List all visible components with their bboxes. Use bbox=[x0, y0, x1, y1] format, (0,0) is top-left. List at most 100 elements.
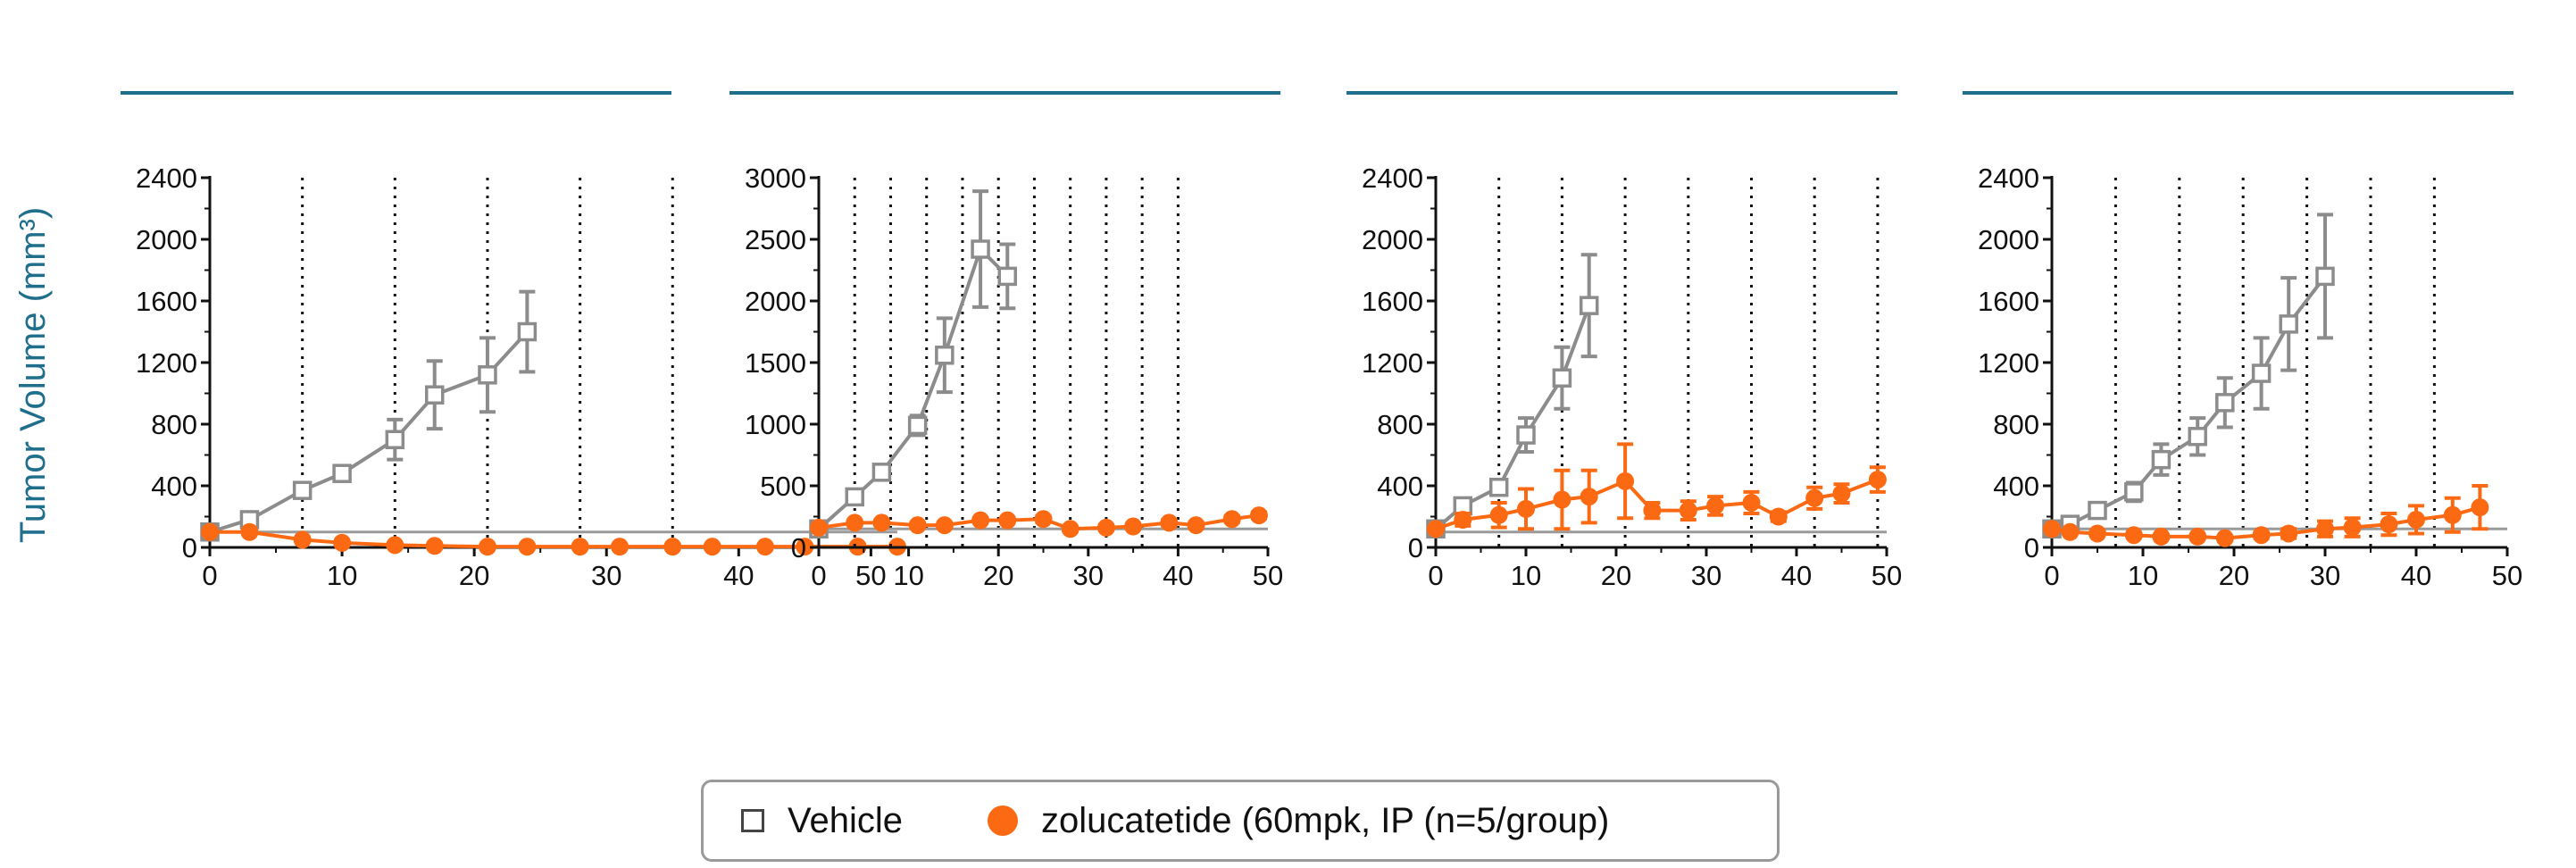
data-point-circle bbox=[1679, 501, 1697, 520]
series-vehicle bbox=[809, 189, 1018, 539]
data-point-square bbox=[517, 321, 538, 342]
data-point-circle bbox=[425, 537, 444, 555]
data-point-circle bbox=[333, 533, 352, 552]
y-tick-label: 800 bbox=[1377, 409, 1423, 440]
x-tick-label: 30 bbox=[591, 560, 621, 591]
y-tick-label: 1000 bbox=[745, 409, 806, 440]
y-tick-label: 0 bbox=[2024, 532, 2039, 563]
y-tick-label: 1600 bbox=[1978, 286, 2039, 317]
x-tick-label: 30 bbox=[1691, 560, 1722, 591]
data-point-circle bbox=[846, 513, 864, 532]
data-point-circle bbox=[571, 538, 589, 556]
data-point-circle bbox=[2471, 498, 2489, 517]
data-point-circle bbox=[1832, 484, 1851, 503]
data-point-circle bbox=[1249, 506, 1268, 525]
data-point-square bbox=[2151, 449, 2172, 470]
y-tick-label: 400 bbox=[1993, 471, 2039, 502]
x-tick-label: 30 bbox=[2310, 560, 2340, 591]
data-point-circle bbox=[2043, 520, 2061, 538]
data-point-circle bbox=[2380, 515, 2398, 534]
data-point-circle bbox=[2280, 524, 2298, 543]
data-point-circle bbox=[2443, 505, 2462, 524]
x-tick-label: 20 bbox=[1601, 560, 1631, 591]
data-point-square bbox=[2315, 266, 2335, 287]
data-point-circle bbox=[1580, 488, 1598, 506]
series-line bbox=[209, 330, 529, 534]
data-point-circle bbox=[1706, 497, 1725, 515]
data-point-circle bbox=[1553, 490, 1571, 509]
data-point-circle bbox=[1489, 505, 1508, 524]
data-point-circle bbox=[2316, 520, 2334, 538]
chart-panel-4: 0 400 800 1200 1600 2000 2400 0 10 20 30 40 50 bbox=[1963, 91, 2522, 591]
y-tick-label: 2400 bbox=[136, 163, 197, 194]
y-tick-label: 1200 bbox=[1978, 347, 2039, 379]
data-point-circle bbox=[518, 538, 537, 556]
y-tick-label: 1200 bbox=[1362, 347, 1423, 379]
y-axis-label: Tumor Volume (mm³) bbox=[13, 207, 53, 543]
x-tick-label: 40 bbox=[723, 560, 754, 591]
data-point-circle bbox=[2061, 522, 2080, 541]
series-vehicle bbox=[1426, 253, 1599, 539]
data-point-square bbox=[424, 385, 445, 405]
x-tick-label: 50 bbox=[855, 560, 886, 591]
data-point-circle bbox=[1454, 510, 1472, 529]
data-point-circle bbox=[1643, 501, 1662, 520]
data-point-circle bbox=[201, 522, 219, 541]
data-point-square bbox=[385, 430, 405, 449]
data-point-circle bbox=[240, 522, 259, 541]
data-point-circle bbox=[1805, 488, 1824, 507]
data-point-square bbox=[1516, 425, 1536, 445]
y-tick-label: 1500 bbox=[745, 347, 806, 379]
legend-label-treatment: zolucatetide (60mpk, IP (n=5/group) bbox=[1041, 800, 1610, 840]
data-point-square bbox=[2088, 500, 2107, 521]
x-tick-label: 50 bbox=[1872, 560, 1902, 591]
data-point-square bbox=[2124, 482, 2144, 502]
y-tick-label: 0 bbox=[1408, 532, 1423, 563]
data-point-circle bbox=[998, 511, 1017, 530]
y-tick-label: 2400 bbox=[1978, 163, 2039, 194]
y-tick-label: 0 bbox=[791, 532, 806, 563]
x-tick-label: 0 bbox=[1428, 560, 1443, 591]
x-tick-label: 30 bbox=[1073, 560, 1104, 591]
data-point-circle bbox=[478, 538, 496, 556]
series-vehicle bbox=[2042, 213, 2335, 539]
y-tick-label: 2000 bbox=[136, 224, 197, 255]
legend-label-vehicle: Vehicle bbox=[788, 800, 903, 840]
data-point-square bbox=[332, 463, 352, 483]
data-point-circle bbox=[755, 538, 774, 556]
x-tick-label: 50 bbox=[2492, 560, 2522, 591]
data-point-circle bbox=[1061, 520, 1080, 538]
data-point-circle bbox=[908, 516, 927, 535]
data-point-circle bbox=[2407, 510, 2425, 529]
x-tick-label: 0 bbox=[2044, 560, 2059, 591]
data-point-square bbox=[935, 345, 955, 365]
x-tick-label: 10 bbox=[1511, 560, 1541, 591]
x-tick-label: 10 bbox=[893, 560, 923, 591]
data-point-circle bbox=[1868, 471, 1887, 489]
y-tick-label: 500 bbox=[760, 471, 806, 502]
y-tick-label: 2000 bbox=[1978, 224, 2039, 255]
data-point-circle bbox=[872, 513, 891, 532]
y-tick-label: 800 bbox=[1993, 409, 2039, 440]
chart-panel-1: 0 400 800 1200 1600 2000 2400 0 10 20 30 40 50 bbox=[121, 91, 906, 591]
x-tick-label: 40 bbox=[1163, 560, 1193, 591]
data-point-square bbox=[2251, 363, 2272, 383]
data-point-square bbox=[1579, 296, 1599, 315]
x-tick-label: 20 bbox=[2219, 560, 2249, 591]
series-treatment bbox=[810, 506, 1268, 538]
data-point-circle bbox=[1160, 513, 1179, 532]
y-tick-label: 400 bbox=[151, 471, 197, 502]
x-tick-label: 10 bbox=[327, 560, 357, 591]
y-tick-label: 2000 bbox=[1362, 224, 1423, 255]
data-point-circle bbox=[1222, 510, 1241, 529]
data-point-circle bbox=[1427, 520, 1445, 538]
data-point-square bbox=[2279, 314, 2298, 334]
data-point-square bbox=[1552, 368, 1572, 388]
legend-item-vehicle: Vehicle bbox=[741, 782, 903, 859]
data-point-circle bbox=[293, 530, 312, 549]
vehicle-square-marker-icon bbox=[741, 809, 764, 832]
data-point-circle bbox=[1769, 507, 1788, 526]
x-tick-label: 20 bbox=[983, 560, 1013, 591]
